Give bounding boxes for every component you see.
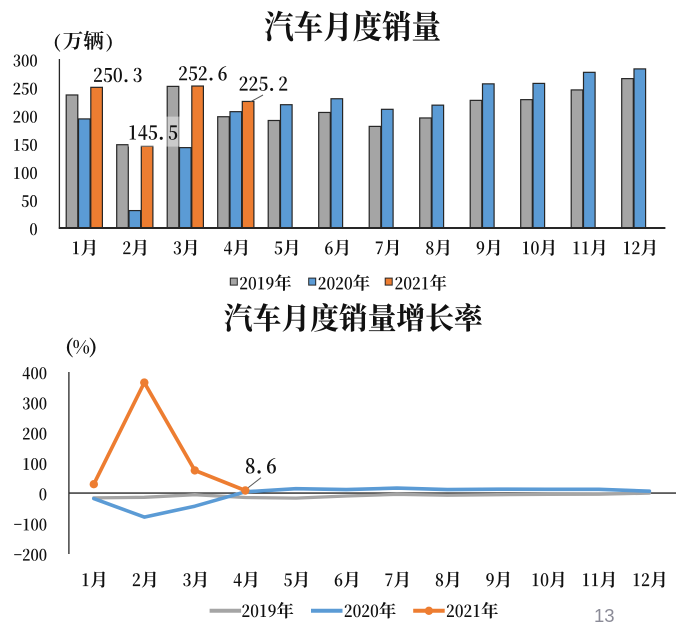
svg-text:13: 13 bbox=[594, 605, 615, 626]
